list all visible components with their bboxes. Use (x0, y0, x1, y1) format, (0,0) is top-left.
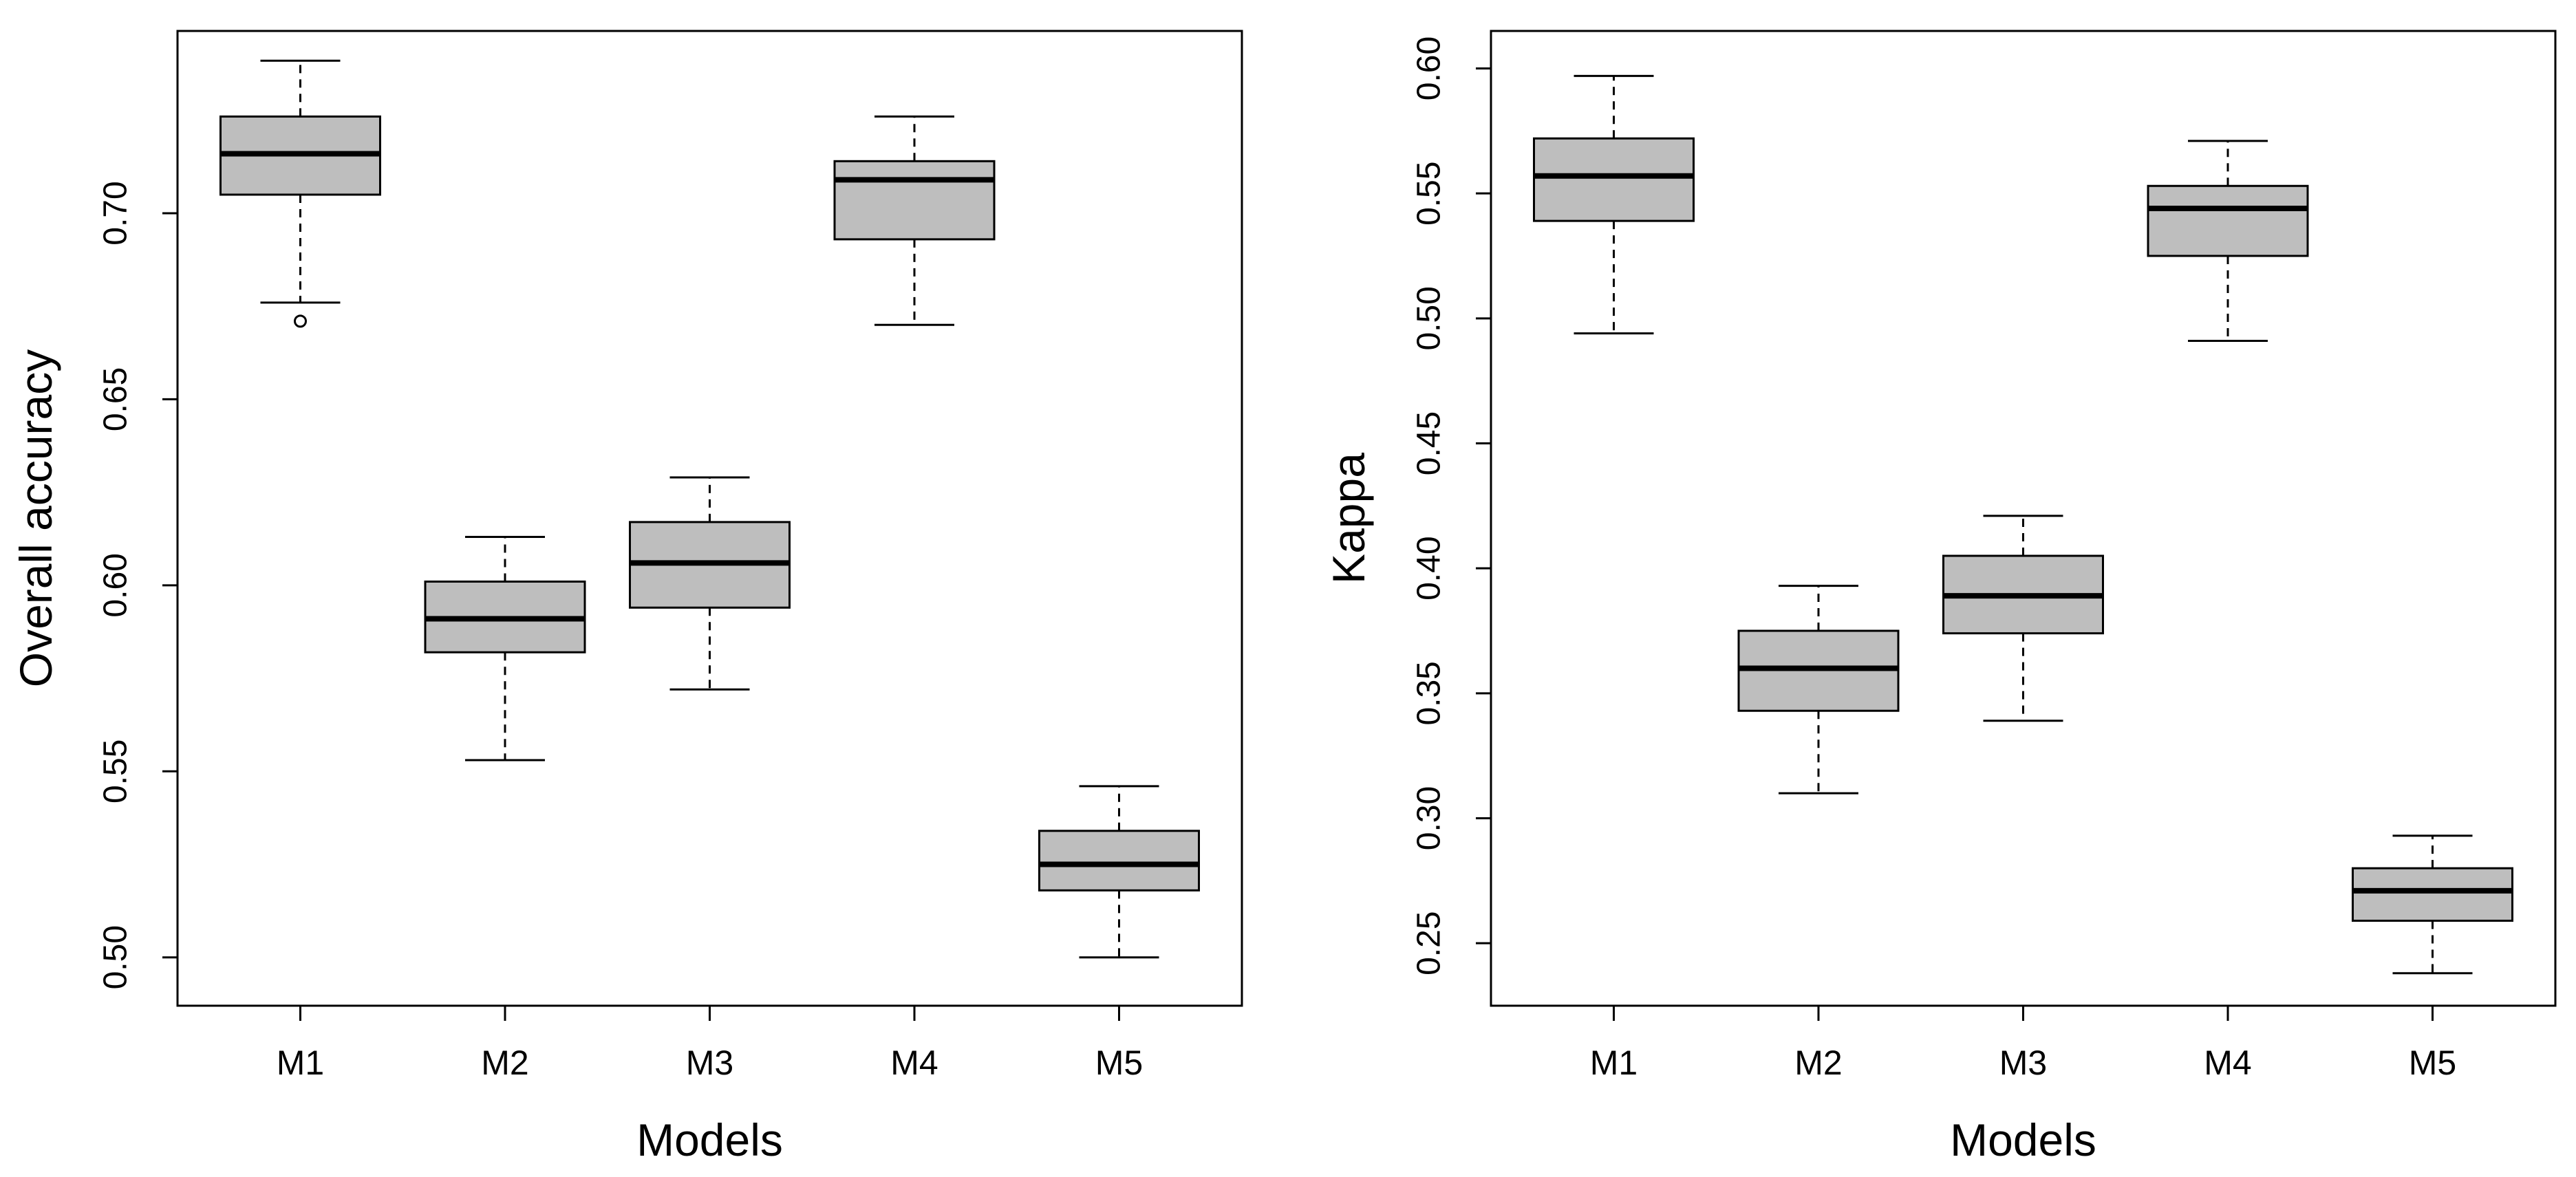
kappa-xtick-label-m1: M1 (1590, 1044, 1638, 1082)
accuracy-outlier (294, 314, 307, 328)
kappa-ytick-label: 0.30 (1411, 786, 1448, 850)
accuracy-xtick-label-m3: M3 (686, 1044, 733, 1082)
accuracy-ytick-label: 0.70 (98, 181, 134, 245)
accuracy-ylabel: Overall accuracy (10, 349, 61, 688)
kappa-ytick-label: 0.60 (1411, 36, 1448, 100)
kappa-xtick-label-m5: M5 (2409, 1044, 2456, 1082)
kappa-box-m5 (2352, 867, 2513, 922)
accuracy-xlabel: Models (636, 1114, 783, 1165)
kappa-box-m4 (2147, 184, 2309, 257)
kappa-xtick-label-m4: M4 (2204, 1044, 2251, 1082)
kappa-ytick-label: 0.25 (1411, 911, 1448, 975)
accuracy-ytick-label: 0.60 (98, 553, 134, 617)
kappa-ytick-label: 0.55 (1411, 161, 1448, 225)
accuracy-xtick-label-m1: M1 (277, 1044, 324, 1082)
accuracy-box-m4 (833, 160, 996, 241)
kappa-xtick-label-m2: M2 (1794, 1044, 1842, 1082)
accuracy-ytick-label: 0.50 (98, 925, 134, 989)
accuracy-ytick-label: 0.55 (98, 739, 134, 803)
kappa-ytick-label: 0.35 (1411, 661, 1448, 725)
kappa-xlabel: Models (1950, 1114, 2096, 1165)
kappa-ylabel: Kappa (1323, 453, 1374, 584)
accuracy-ytick-label: 0.65 (98, 367, 134, 431)
kappa-xtick-label-m3: M3 (1999, 1044, 2047, 1082)
kappa-ytick-label: 0.40 (1411, 536, 1448, 600)
accuracy-xtick-label-m4: M4 (890, 1044, 938, 1082)
kappa-ytick-label: 0.45 (1411, 411, 1448, 475)
accuracy-box-m5 (1038, 830, 1200, 892)
kappa-ytick-label: 0.50 (1411, 286, 1448, 350)
kappa-box-m1 (1533, 137, 1695, 222)
accuracy-xtick-label-m2: M2 (481, 1044, 528, 1082)
accuracy-xtick-label-m5: M5 (1095, 1044, 1143, 1082)
